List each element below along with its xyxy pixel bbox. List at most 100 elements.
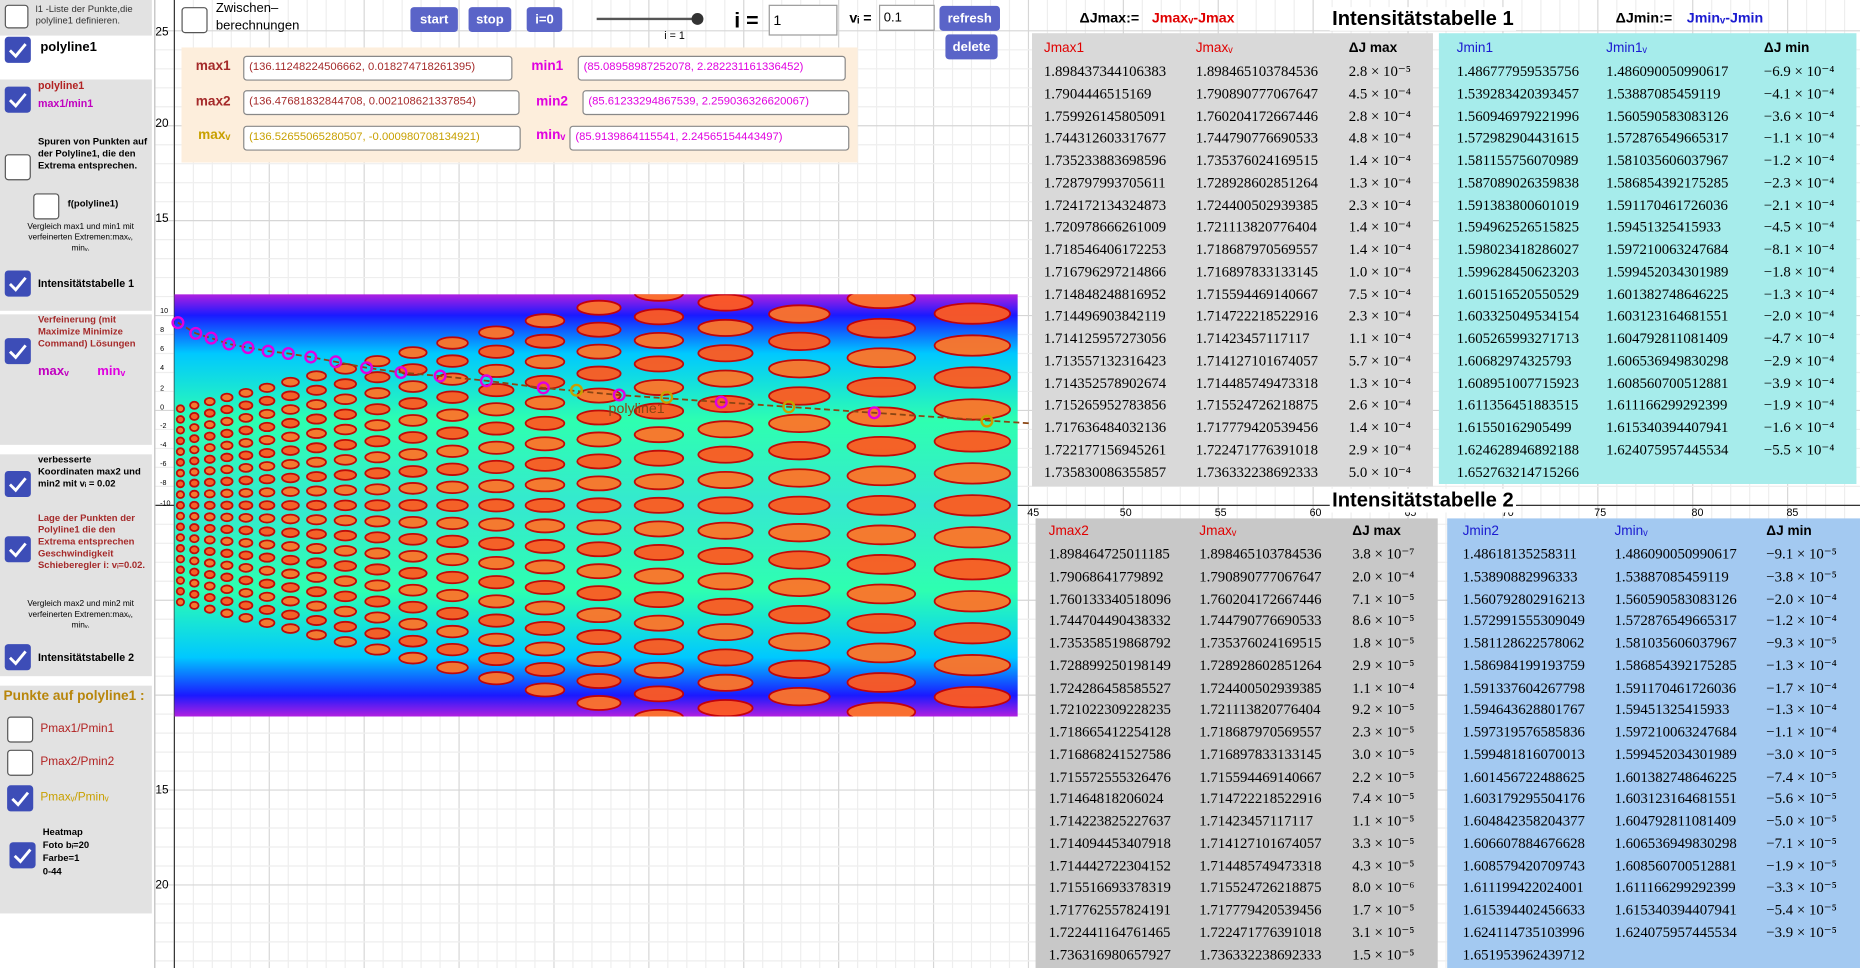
- table-cell: 1.744790776690533: [1195, 129, 1319, 147]
- note: Vergleich max1 und min1 mit verfeinerten…: [27, 223, 134, 253]
- checkbox[interactable]: [7, 716, 34, 743]
- checkbox[interactable]: [4, 86, 31, 113]
- table-cell: 1.598023418286027: [1456, 240, 1580, 258]
- heat-lobe: [220, 404, 234, 415]
- dropdown[interactable]: [243, 125, 521, 151]
- option: f(polyline1): [67, 198, 119, 209]
- checkbox[interactable]: [181, 7, 208, 34]
- checkbox[interactable]: [4, 154, 31, 181]
- check-mark: [8, 477, 27, 493]
- column-header: ΔJ min: [1763, 41, 1810, 56]
- option: maxᵥ: [37, 364, 69, 379]
- input-value[interactable]: 1: [773, 11, 782, 29]
- heat-lobe: [398, 532, 428, 546]
- dropdown-value[interactable]: (136.11248224506662, 0.018274718261395): [249, 60, 476, 74]
- checkbox[interactable]: [7, 749, 34, 776]
- button-label[interactable]: delete: [952, 40, 991, 55]
- table-cell: 1.744790776690533: [1199, 612, 1322, 630]
- dropdown-value[interactable]: (136.47681832844708, 0.002108621337854): [249, 94, 476, 108]
- input-label: i =: [734, 8, 759, 33]
- heat-lobe: [846, 495, 917, 516]
- table-cell: 1.587089026359838: [1456, 174, 1580, 191]
- dropdown-value[interactable]: (85.9139864115541, 2.24565154443497): [575, 130, 783, 144]
- heat-lobe: [478, 440, 515, 455]
- table-cell: 1.720978666261009: [1043, 218, 1167, 236]
- table-cell: 1.71423457117117: [1199, 812, 1314, 830]
- heat-lobe: [220, 572, 234, 583]
- table-cell: 8.6 × 10⁻⁵: [1352, 612, 1415, 630]
- heat-lobe: [364, 627, 391, 640]
- check-icon: [8, 43, 27, 59]
- button[interactable]: [468, 7, 512, 33]
- check-mark: [8, 650, 27, 666]
- table-cell: 1.48618135258311: [1462, 545, 1577, 563]
- table-cell: 9.2 × 10⁻⁵: [1352, 701, 1415, 718]
- dropdown-value[interactable]: (85.61233294867539, 2.259036326620067): [588, 94, 809, 108]
- heat-lobe: [364, 355, 391, 368]
- button[interactable]: [939, 5, 1000, 31]
- checkbox[interactable]: [9, 842, 36, 869]
- checkbox[interactable]: [7, 785, 34, 812]
- button[interactable]: [945, 34, 998, 60]
- table-cell: −7.4 × 10⁻⁵: [1766, 768, 1837, 785]
- checkbox[interactable]: [4, 470, 31, 498]
- table-cell: −2.9 × 10⁻⁴: [1763, 352, 1835, 369]
- dropdown-value[interactable]: (136.52655065280507, -0.000980708134921): [249, 130, 480, 144]
- button[interactable]: [526, 7, 563, 33]
- check-mark: [8, 344, 27, 360]
- heat-lobe: [398, 549, 428, 563]
- table-cell: 4.8 × 10⁻⁴: [1348, 129, 1411, 147]
- heat-lobe: [238, 525, 254, 536]
- checkbox[interactable]: [4, 4, 29, 29]
- checkbox[interactable]: [4, 644, 31, 671]
- definition: Jminᵥ-Jmin: [1686, 9, 1764, 27]
- heat-lobe: [258, 461, 276, 472]
- definition: Jmaxᵥ-Jmax: [1151, 9, 1235, 27]
- checkbox[interactable]: [4, 270, 31, 297]
- table-cell: 1.715265952783856: [1043, 396, 1167, 414]
- heat-lobe: [258, 617, 276, 628]
- heat-lobe: [768, 550, 831, 570]
- table-cell: 2.9 × 10⁻⁵: [1352, 656, 1415, 674]
- checkbox[interactable]: [4, 338, 31, 365]
- table-cell: 1.486777959535756: [1456, 62, 1580, 80]
- input[interactable]: [878, 4, 935, 31]
- heat-lobe: [364, 499, 391, 512]
- input[interactable]: [768, 4, 838, 36]
- checkbox[interactable]: [4, 536, 31, 563]
- table-cell: 1.898464725011185: [1048, 545, 1170, 563]
- heat-lobe: [697, 699, 754, 717]
- dropdown[interactable]: [243, 90, 520, 116]
- y-tick-label: -6: [160, 461, 167, 469]
- dropdown[interactable]: [569, 125, 850, 151]
- heat-lobe: [258, 539, 276, 550]
- table-cell: −9.3 × 10⁻⁵: [1766, 634, 1837, 652]
- heat-lobe: [258, 487, 276, 498]
- check-mark: [8, 542, 27, 558]
- button[interactable]: [410, 7, 458, 33]
- heat-lobe: [436, 480, 469, 494]
- button-label[interactable]: start: [420, 13, 449, 28]
- button-label[interactable]: refresh: [947, 11, 992, 27]
- checkbox[interactable]: [4, 36, 31, 63]
- dropdown[interactable]: [243, 55, 513, 81]
- table-cell: 1.728797993705611: [1043, 174, 1166, 191]
- button-label[interactable]: stop: [476, 13, 504, 28]
- table-cell: −1.1 × 10⁻⁴: [1763, 129, 1835, 147]
- dropdown[interactable]: [577, 55, 846, 81]
- heat-lobe: [846, 613, 917, 634]
- input-value[interactable]: 0.1: [883, 10, 902, 25]
- dropdown[interactable]: [582, 90, 850, 116]
- heat-lobe: [436, 534, 469, 549]
- heat-lobe: [333, 605, 358, 618]
- note: Spuren von Punkten auf der Polyline1, di…: [37, 136, 148, 171]
- checkbox[interactable]: [33, 193, 60, 220]
- button-label[interactable]: i=0: [535, 13, 554, 28]
- heat-lobe: [333, 514, 358, 527]
- dropdown-value[interactable]: (85.08958987252078, 2.282231161336452): [583, 60, 804, 74]
- heat-lobe: [524, 354, 566, 370]
- heat-lobe: [306, 600, 327, 612]
- table-cell: −9.1 × 10⁻⁵: [1766, 545, 1837, 563]
- heat-lobe: [281, 404, 300, 415]
- heat-lobe: [576, 673, 622, 689]
